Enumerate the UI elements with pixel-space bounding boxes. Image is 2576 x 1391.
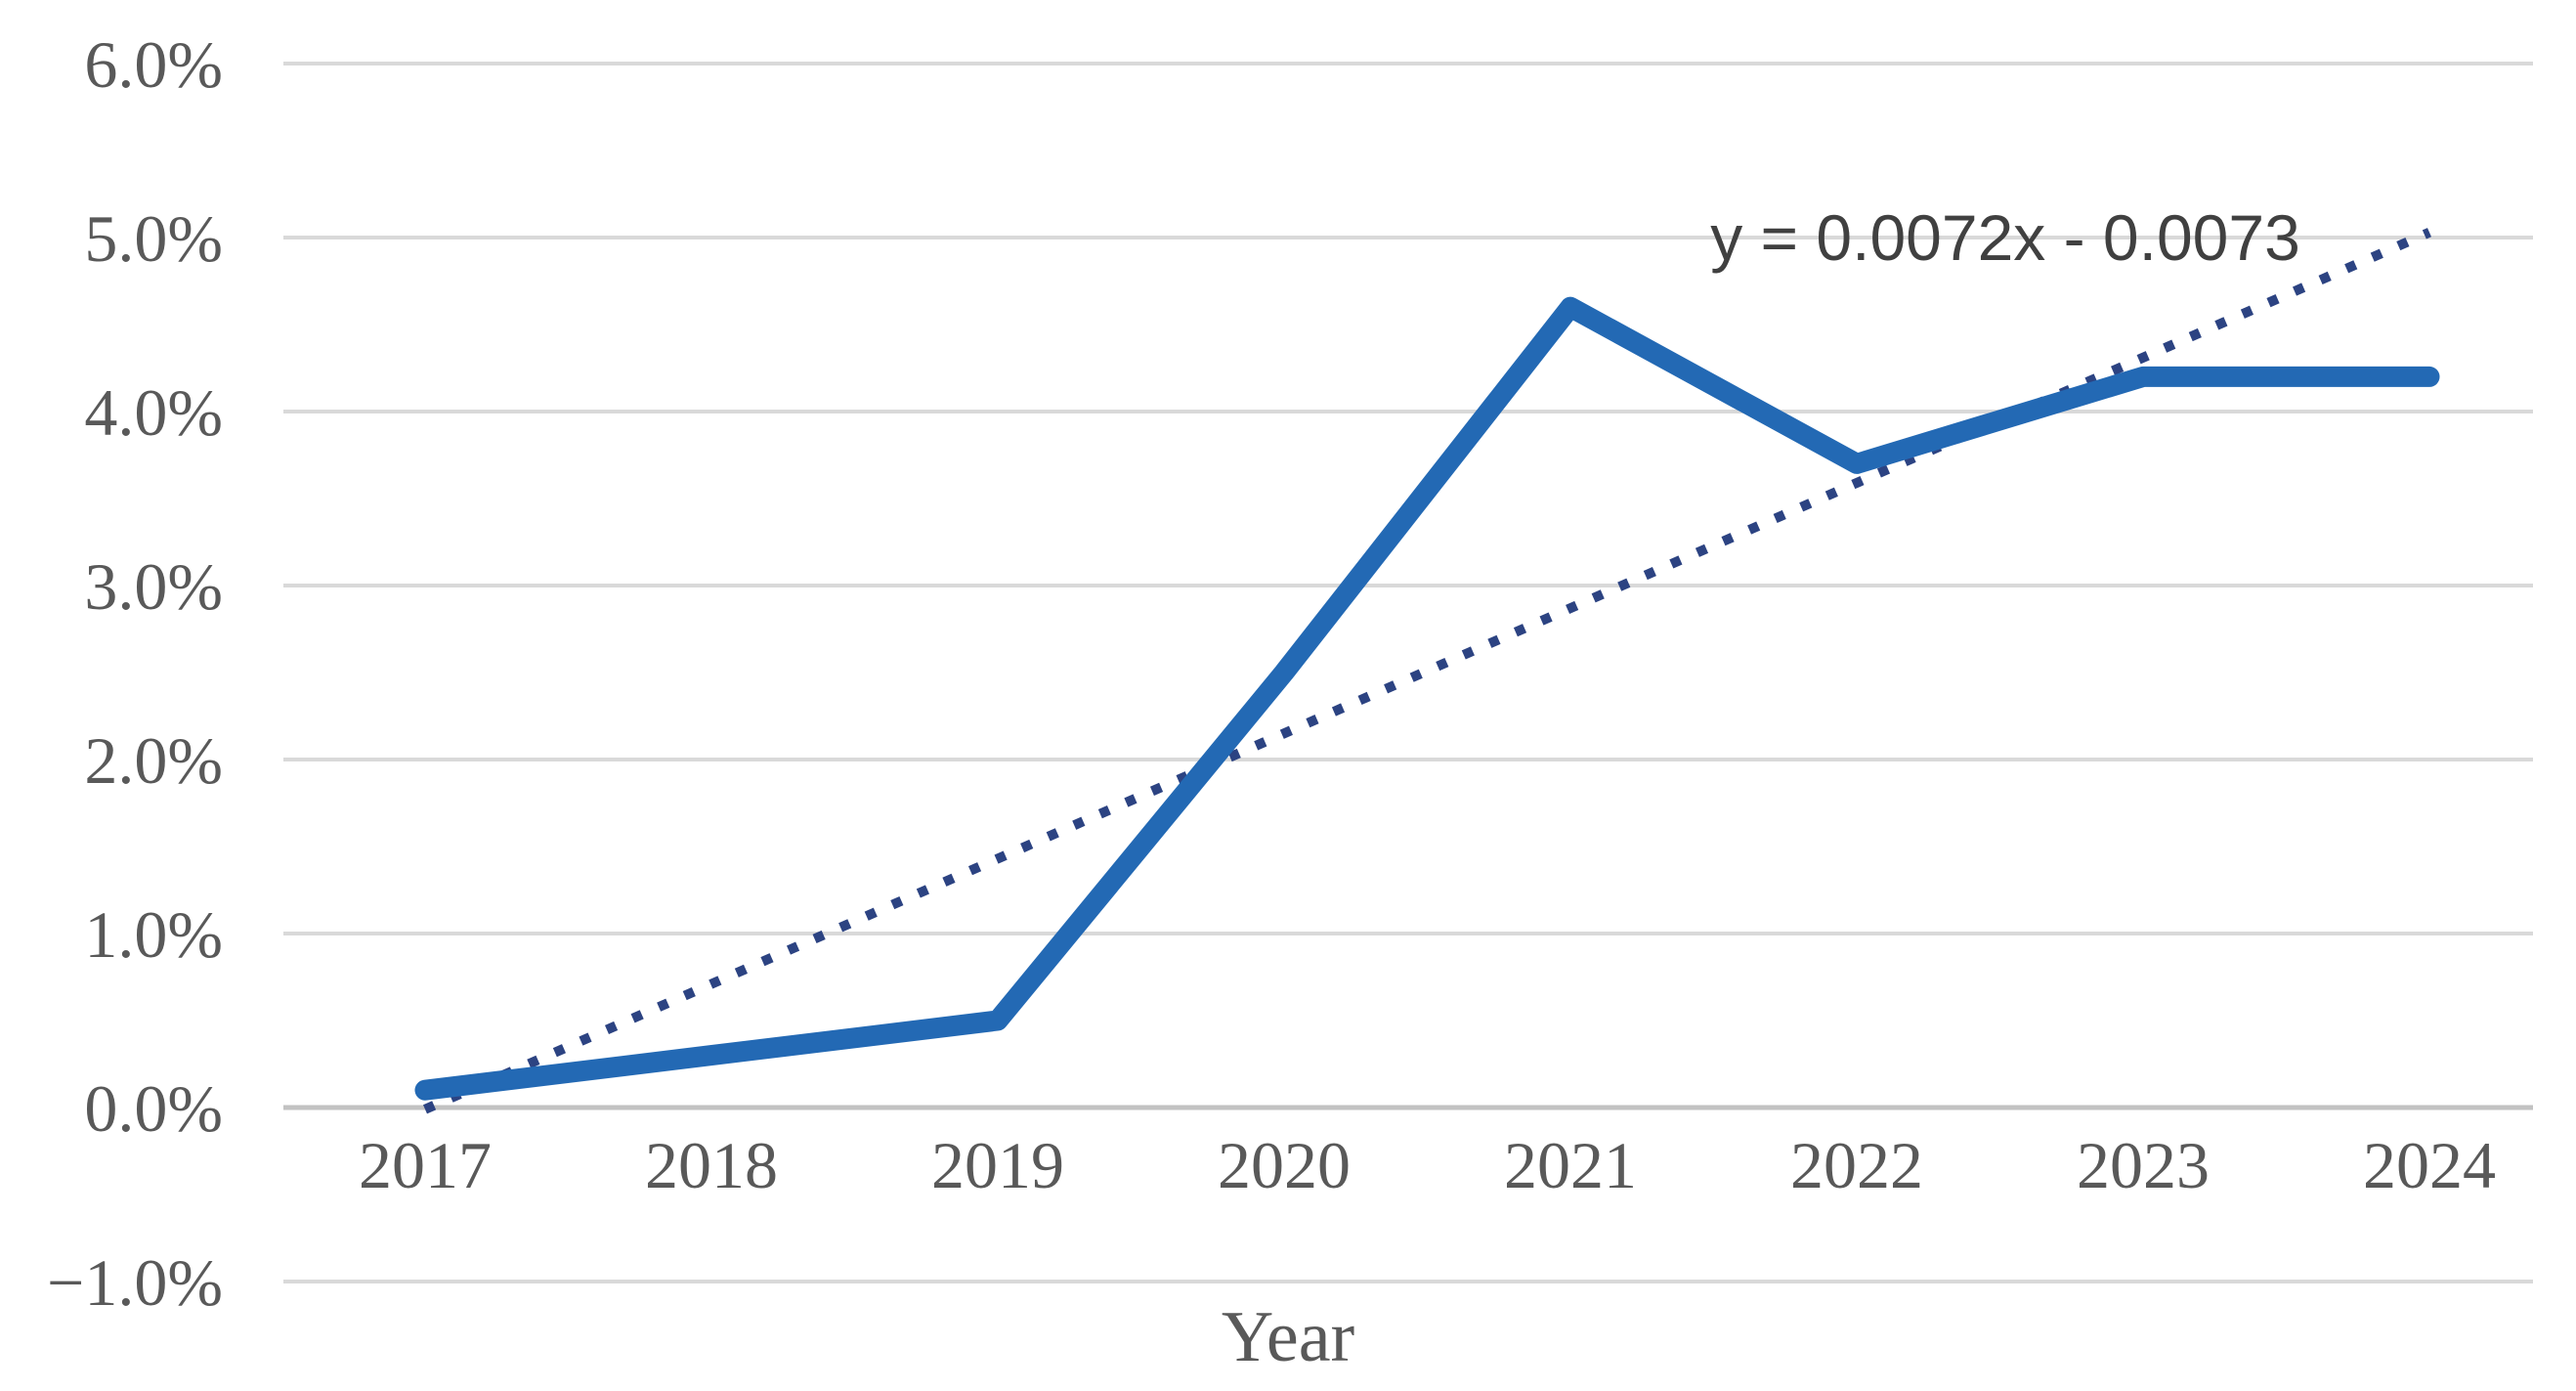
x-tick-label: 2023 — [2077, 1128, 2210, 1202]
y-tick-label: 4.0% — [84, 375, 223, 450]
x-tick-label: 2019 — [931, 1128, 1064, 1202]
y-tick-label: 2.0% — [84, 723, 223, 798]
y-tick-label: 5.0% — [84, 201, 223, 276]
x-tick-label: 2022 — [1790, 1128, 1923, 1202]
y-tick-label: −1.0% — [47, 1245, 223, 1320]
x-tick-label: 2021 — [1504, 1128, 1637, 1202]
y-tick-label: 1.0% — [84, 897, 223, 972]
trendline-dotted — [422, 228, 2432, 1114]
data-series-line — [414, 296, 2440, 1101]
x-axis-title: Year — [1222, 1297, 1354, 1377]
x-axis-tick-labels: 2017 2018 2019 2020 2021 2022 2023 2024 — [359, 1128, 2496, 1202]
y-tick-label: 6.0% — [84, 27, 223, 102]
y-tick-label: 3.0% — [84, 549, 223, 624]
x-tick-label: 2020 — [1218, 1128, 1351, 1202]
series-layer — [414, 296, 2440, 1101]
x-tick-label: 2018 — [645, 1128, 778, 1202]
y-axis-tick-labels: 6.0% 5.0% 4.0% 3.0% 2.0% 1.0% 0.0% −1.0% — [47, 27, 223, 1320]
trendline-layer — [422, 228, 2432, 1114]
gridlines-layer — [283, 62, 2533, 1283]
trendline-equation-label: y = 0.0072x - 0.0073 — [1710, 201, 2300, 274]
y-tick-label: 0.0% — [84, 1071, 223, 1146]
x-tick-label: 2024 — [2363, 1128, 2496, 1202]
x-tick-label: 2017 — [359, 1128, 492, 1202]
